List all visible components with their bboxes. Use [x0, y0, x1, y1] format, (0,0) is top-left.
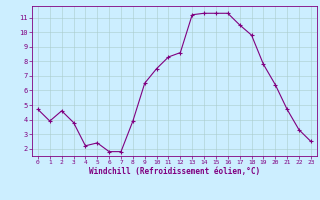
- X-axis label: Windchill (Refroidissement éolien,°C): Windchill (Refroidissement éolien,°C): [89, 167, 260, 176]
